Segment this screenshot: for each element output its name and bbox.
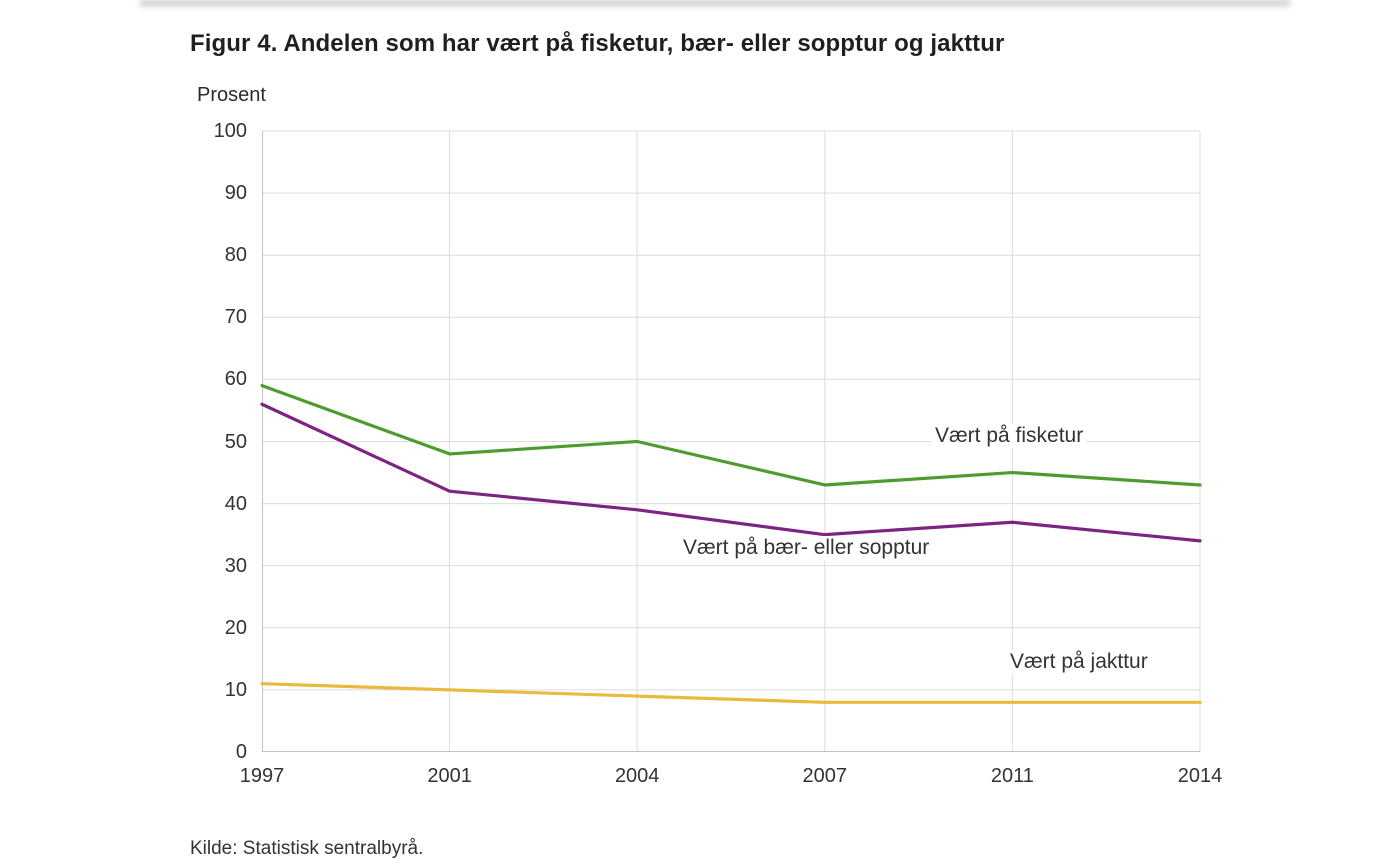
y-tick-label: 60 [224, 368, 247, 391]
y-tick-label: 90 [224, 182, 247, 205]
y-axis-unit-label: Prosent [197, 84, 266, 106]
series-label-baer-sopptur: Vært på bær- eller sopptur [680, 536, 933, 560]
figure-title: Figur 4. Andelen som har vært på fisketu… [190, 30, 1005, 57]
y-tick-label: 50 [224, 430, 247, 453]
y-tick-label: 0 [235, 741, 247, 763]
y-tick-label: 70 [224, 306, 247, 329]
y-tick-label: 40 [224, 492, 247, 515]
line-chart-plot-area: Vært på fisketur Vært på bær- eller sopp… [260, 130, 1202, 752]
series-label-fisketur: Vært på fisketur [932, 424, 1087, 448]
y-tick-label: 80 [224, 244, 247, 267]
screenshot-top-smudge [140, 0, 1290, 6]
source-credit: Kilde: Statistisk sentralbyrå. [190, 838, 424, 859]
series-label-jakttur: Vært på jakttur [1007, 650, 1151, 674]
y-tick-label: 20 [224, 616, 247, 639]
y-tick-label: 10 [224, 678, 247, 701]
y-tick-label: 30 [224, 554, 247, 577]
y-tick-label: 100 [213, 120, 247, 142]
